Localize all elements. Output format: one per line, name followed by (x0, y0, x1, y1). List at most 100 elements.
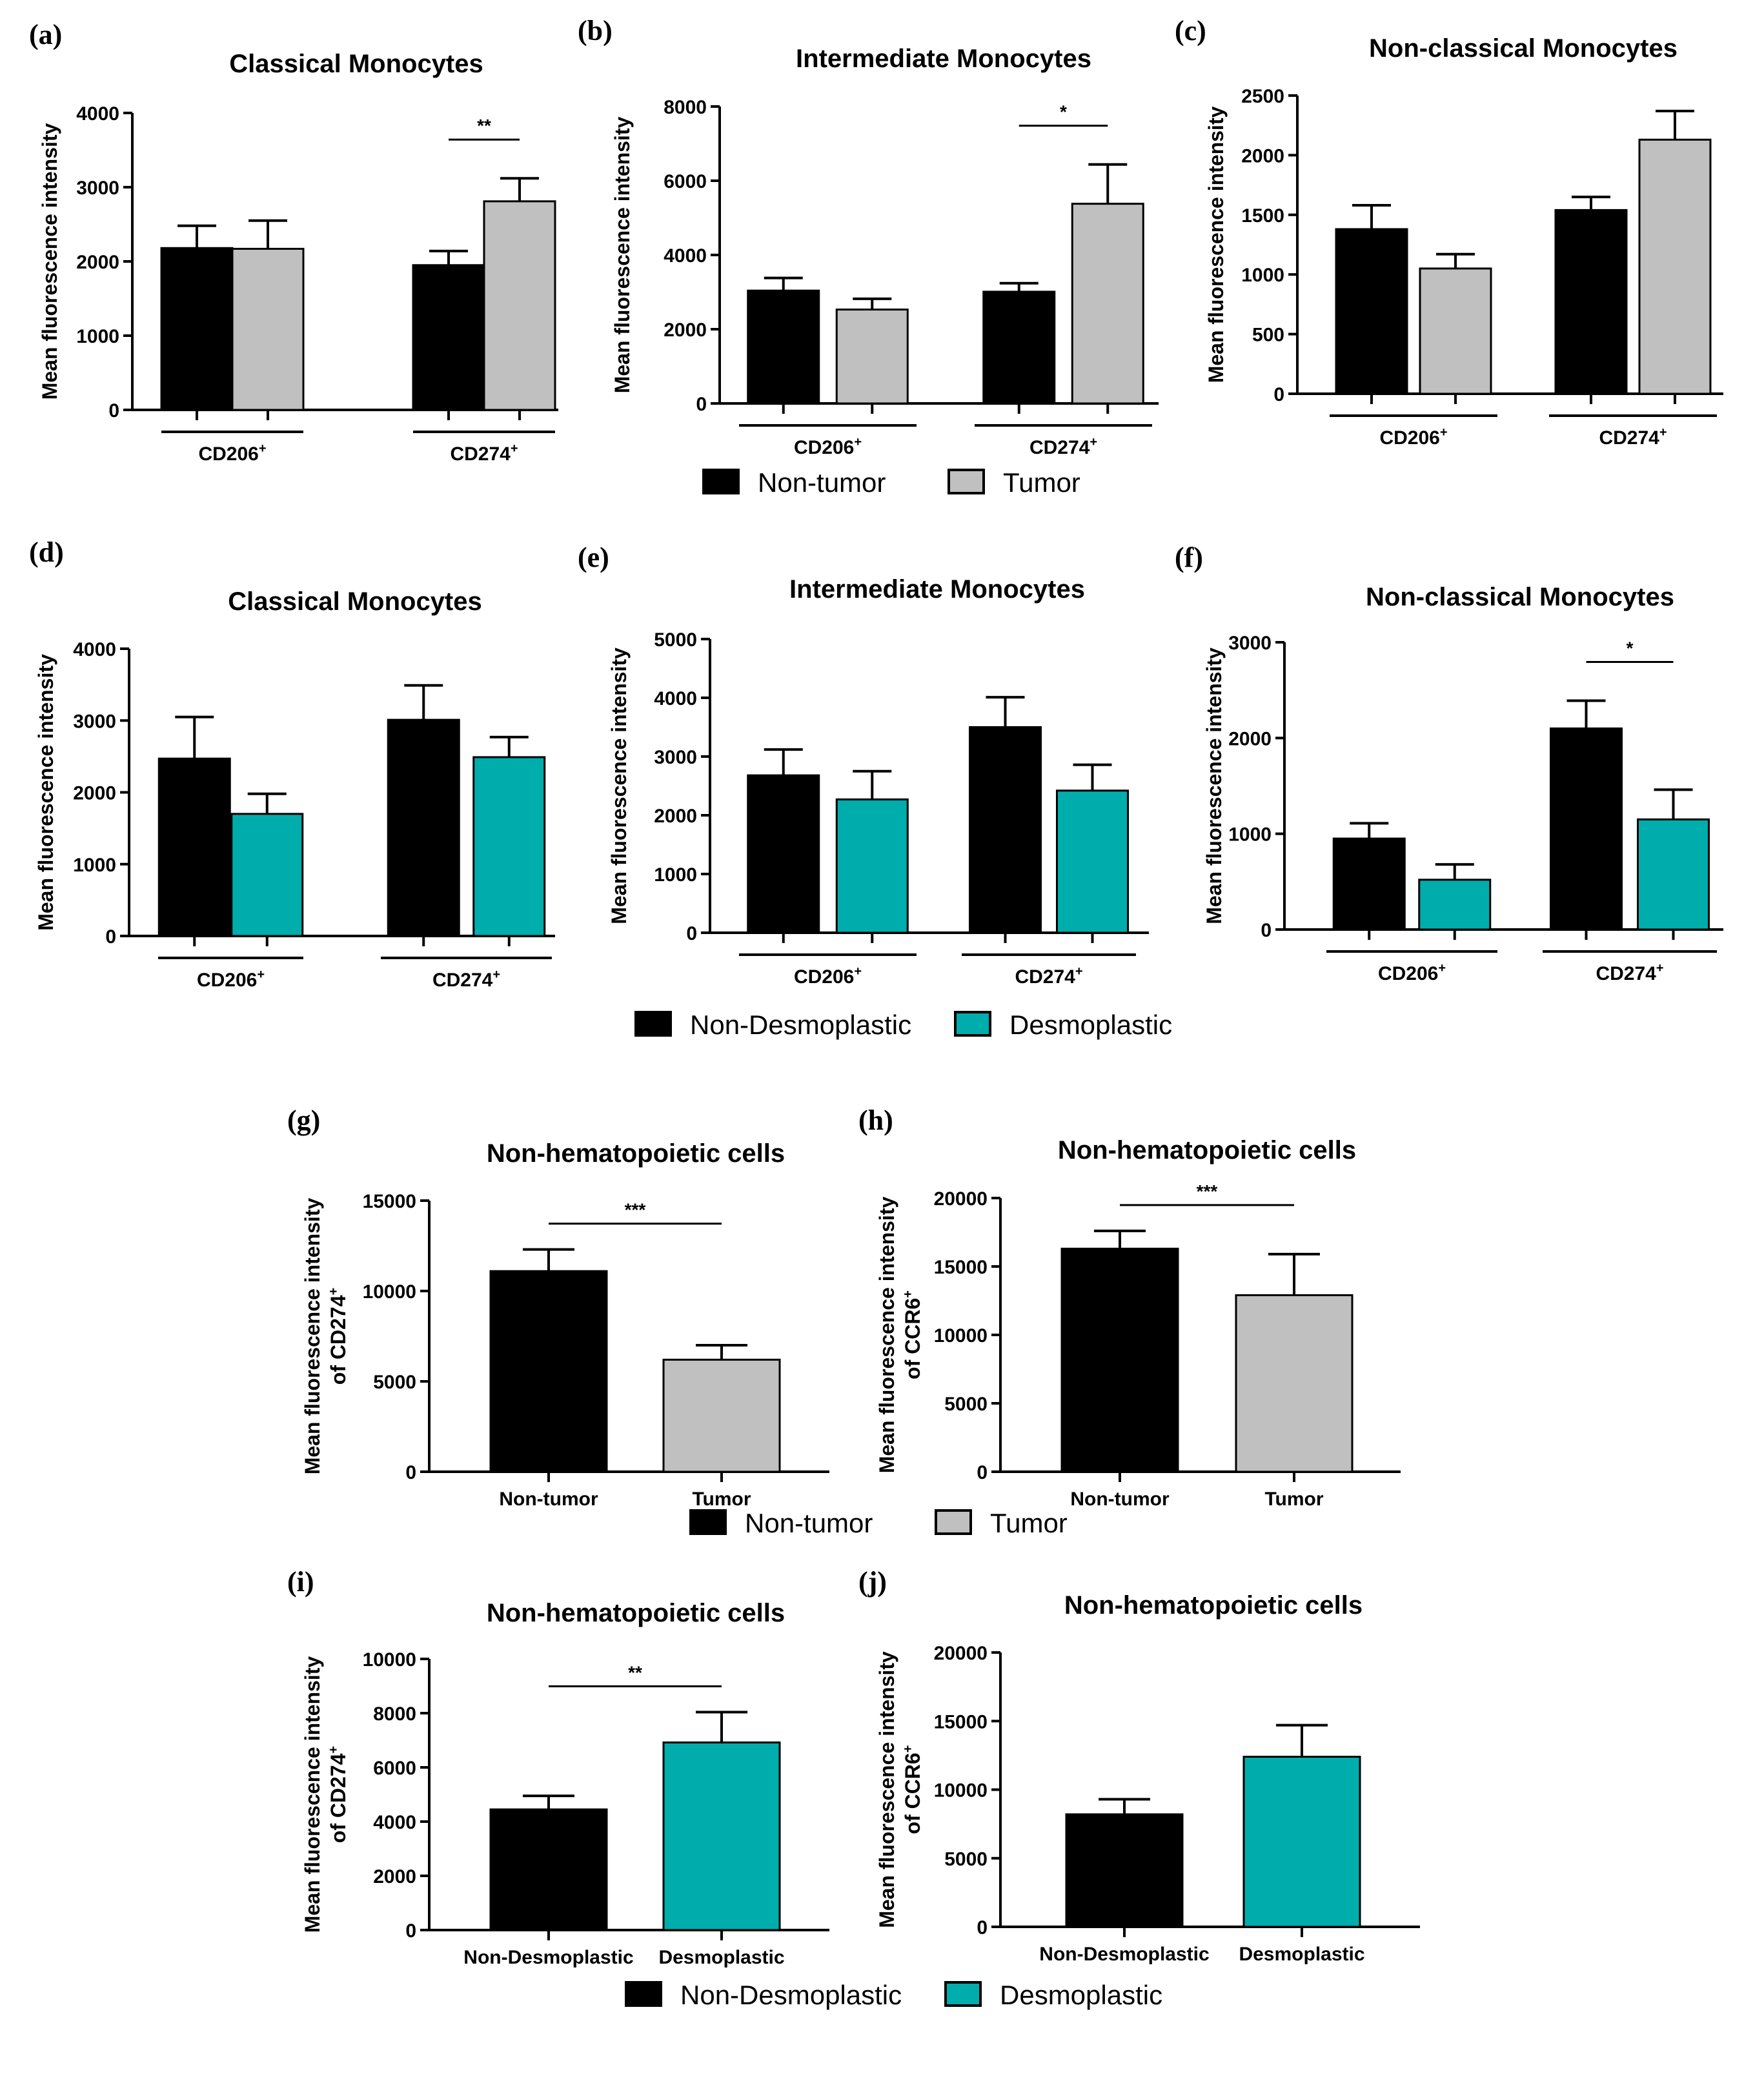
legend-swatch (702, 469, 740, 494)
bar (1056, 789, 1129, 934)
y-axis-label: Mean fluorescence intensity (875, 1651, 898, 1928)
chart-title: Non-hematopoietic cells (487, 1599, 785, 1627)
y-tick-label: 4000 (664, 245, 707, 267)
bar (1335, 228, 1408, 395)
y-tick-label: 2000 (664, 320, 707, 341)
bar (489, 1270, 608, 1473)
bar (1419, 267, 1492, 395)
group-label: CD206+ (794, 964, 862, 988)
y-tick-label: 1000 (73, 855, 116, 876)
y-tick-label: 1000 (1241, 265, 1284, 286)
chart-title: Non-hematopoietic cells (487, 1139, 785, 1168)
y-tick-label: 8000 (373, 1703, 416, 1725)
bar (835, 309, 909, 405)
legend-2: Non-Desmoplastic Desmoplastic (634, 1010, 1172, 1040)
group-label: CD274+ (432, 968, 500, 991)
bar (747, 289, 820, 405)
x-category-label: Non-Desmoplastic (463, 1947, 633, 1968)
chart-panel-b: (b) Intermediate Monocytes 0 2000 4000 6000 80… (578, 15, 1159, 458)
x-category-label: Desmoplastic (658, 1947, 784, 1968)
chart-title: Non-classical Monocytes (1366, 583, 1674, 611)
bar (489, 1808, 608, 1931)
bar (982, 290, 1056, 405)
bar (1418, 879, 1492, 931)
chart-panel-d: (d) Classical Monocytes 0 1000 2000 3000 4000 M… (29, 536, 555, 991)
bar (157, 757, 231, 937)
bar (1242, 1756, 1361, 1928)
y-axis-label-line2: of CCR6+ (901, 1290, 924, 1379)
chart-title: Non-hematopoietic cells (1064, 1591, 1363, 1620)
y-tick-label: 0 (405, 1920, 416, 1942)
y-tick-label: 0 (105, 926, 116, 948)
significance-label: * (1627, 638, 1634, 658)
chart-title: Classical Monocytes (229, 50, 483, 78)
group-label: CD274+ (1029, 435, 1097, 458)
panel-label: (g) (287, 1104, 320, 1136)
y-tick-label: 4000 (76, 103, 119, 125)
bar (662, 1358, 781, 1473)
y-tick-label: 0 (1273, 384, 1284, 405)
panel-label: (b) (578, 15, 613, 46)
panel-label: (j) (858, 1566, 887, 1598)
x-category-label: Tumor (692, 1489, 751, 1510)
y-axis-label: Mean fluorescence intensity (301, 1198, 324, 1475)
legend-label: Non-Desmoplastic (690, 1010, 911, 1040)
y-axis-label: Mean fluorescence intensity (34, 654, 57, 931)
chart-panel-j: (j) Non-hematopoietic cells 0 5000 10000 1500… (858, 1566, 1420, 1965)
y-tick-label: 3000 (76, 178, 119, 199)
y-tick-label: 0 (405, 1462, 416, 1483)
bar (1550, 727, 1623, 931)
y-tick-label: 1500 (1241, 205, 1284, 227)
y-tick-label: 0 (696, 394, 707, 415)
chart-panel-e: (e) Intermediate Monocytes 0 1000 2000 3000 40… (578, 542, 1149, 988)
chart-panel-a: (a) Classical Monocytes 0 1000 2000 3000 4000 M… (29, 19, 558, 465)
chart-panel-c: (c) Non-classical Monocytes 0 500 1000 1500 20… (1175, 15, 1723, 449)
legend-1: Non-tumor Tumor (702, 467, 1080, 498)
group-label: CD206+ (1378, 961, 1446, 984)
x-category-label: Non-Desmoplastic (1039, 1944, 1209, 1965)
legend-swatch (935, 1509, 972, 1535)
legend-label: Non-tumor (745, 1508, 873, 1538)
y-tick-label: 5000 (944, 1849, 988, 1870)
y-tick-label: 10000 (363, 1281, 416, 1303)
chart-panel-h: (h) Non-hematopoietic cells 0 5000 10000 1500… (858, 1104, 1401, 1510)
y-tick-label: 4000 (73, 639, 116, 660)
y-axis-label: Mean fluorescence intensity (1204, 107, 1228, 383)
group-label: CD274+ (1015, 964, 1082, 988)
panel-label: (e) (578, 542, 609, 573)
bar (1060, 1247, 1179, 1473)
bar (160, 247, 234, 411)
y-tick-label: 8000 (664, 97, 707, 118)
y-tick-label: 3000 (1228, 633, 1272, 654)
significance-label: *** (1197, 1181, 1218, 1201)
panel-label: (i) (287, 1566, 314, 1598)
group-label: CD206+ (197, 968, 265, 991)
bar (747, 774, 820, 934)
y-tick-label: 5000 (944, 1394, 988, 1415)
chart-title: Intermediate Monocytes (789, 575, 1085, 604)
panel-label: (d) (29, 536, 64, 568)
bar (231, 247, 305, 411)
y-axis-label: Mean fluorescence intensity (611, 117, 634, 394)
legend-label: Non-Desmoplastic (680, 1980, 902, 2010)
significance-label: *** (625, 1200, 646, 1220)
bar (969, 726, 1042, 934)
x-category-label: Non-tumor (1070, 1489, 1170, 1510)
legend-swatch (948, 469, 985, 494)
y-tick-label: 6000 (373, 1758, 416, 1779)
chart-title: Non-hematopoietic cells (1058, 1136, 1356, 1164)
panel-label: (a) (29, 19, 62, 50)
y-tick-label: 15000 (934, 1711, 988, 1733)
bar (1065, 1813, 1184, 1928)
y-tick-label: 10000 (934, 1325, 988, 1347)
significance-label: ** (477, 116, 491, 136)
y-tick-label: 2000 (654, 806, 697, 827)
bar (412, 264, 485, 411)
y-tick-label: 3000 (73, 711, 116, 732)
bar (1554, 208, 1628, 395)
bar (1637, 818, 1710, 931)
bar (387, 718, 460, 937)
group-label: CD206+ (794, 435, 862, 458)
y-tick-label: 0 (686, 923, 697, 944)
